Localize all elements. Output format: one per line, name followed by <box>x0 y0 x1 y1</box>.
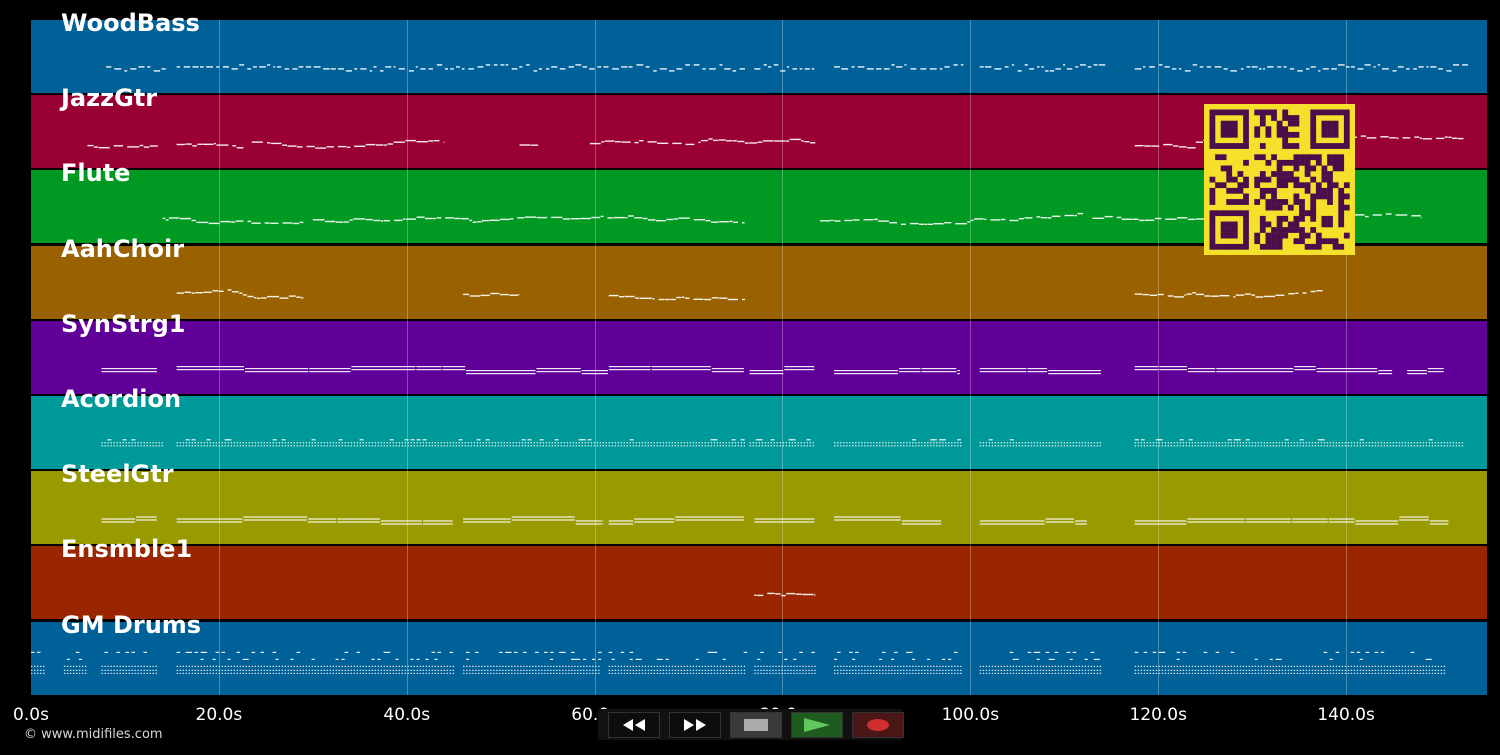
record-icon <box>865 717 891 733</box>
track-lane[interactable] <box>31 320 1487 394</box>
track-name-label: JazzGtr <box>61 84 158 113</box>
play-button[interactable] <box>791 712 843 738</box>
track-lane[interactable] <box>31 20 1487 93</box>
record-button[interactable] <box>852 712 904 738</box>
transport-controls <box>598 709 904 740</box>
time-tick-label: 40.0s <box>383 705 431 725</box>
fast-forward-button[interactable] <box>669 712 721 738</box>
time-tick-label: 100.0s <box>941 705 1000 725</box>
grid-line <box>594 20 596 695</box>
copyright-text: © www.midifiles.com <box>24 727 163 742</box>
stop-icon <box>743 717 769 733</box>
stop-button[interactable] <box>730 712 782 738</box>
time-tick-label: 20.0s <box>195 705 243 725</box>
grid-line <box>218 20 220 695</box>
rewind-icon <box>619 717 649 733</box>
grid-line <box>1158 20 1160 695</box>
time-tick-label: 140.0s <box>1317 705 1375 725</box>
track-name-label: SteelGtr <box>61 460 174 489</box>
track-lane[interactable] <box>31 471 1487 545</box>
grid-line <box>1346 20 1348 695</box>
time-tick-label: 0.0s <box>13 705 49 725</box>
track-name-label: AahChoir <box>61 234 185 263</box>
grid-line <box>970 20 972 695</box>
track-name-label: Ensmble1 <box>61 535 193 564</box>
play-icon <box>802 716 832 734</box>
time-tick-label: 120.0s <box>1129 705 1187 725</box>
track-name-label: GM Drums <box>61 610 202 639</box>
grid-line <box>782 20 784 695</box>
track-lane[interactable] <box>31 621 1487 695</box>
rewind-button[interactable] <box>608 712 660 738</box>
track-lane[interactable] <box>31 245 1487 319</box>
fast-forward-icon <box>680 717 710 733</box>
qr-code-icon <box>1204 104 1355 255</box>
track-name-label: Flute <box>61 159 131 188</box>
grid-line <box>406 20 408 695</box>
track-lane[interactable] <box>31 396 1487 469</box>
track-name-label: SynStrg1 <box>61 309 186 338</box>
track-name-label: Acordion <box>61 385 182 413</box>
track-lane[interactable] <box>31 546 1487 620</box>
track-name-label: WoodBass <box>61 9 200 37</box>
